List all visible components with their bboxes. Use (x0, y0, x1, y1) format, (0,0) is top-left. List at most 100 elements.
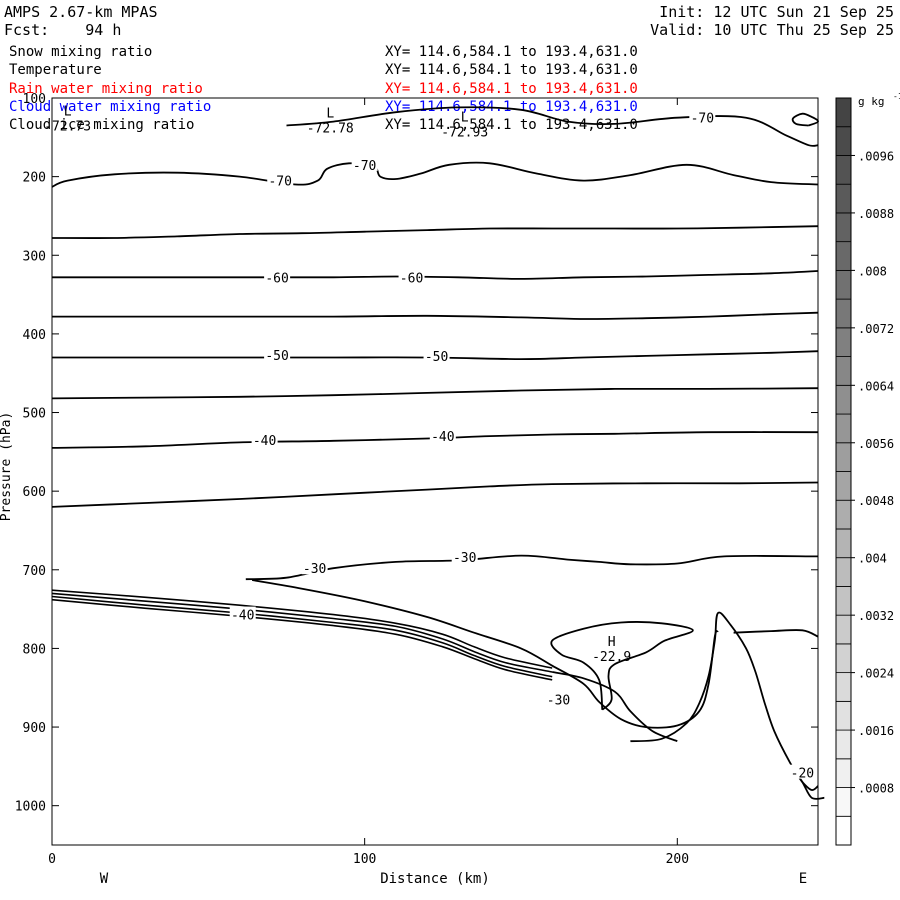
isotherm-line (52, 270, 819, 280)
colorbar-tick-label: .004 (858, 552, 887, 566)
colorbar-segment (835, 327, 852, 357)
contour-label: -70 (268, 175, 291, 190)
contour-label: -40 (431, 430, 454, 445)
field-name: Cloud water mixing ratio (9, 98, 212, 115)
colorbar-tick-label: .0064 (858, 379, 894, 393)
field-name: Cloud ice mixing ratio (9, 117, 195, 134)
terrain-contour-line (51, 592, 553, 673)
init-time: Init: 12 UTC Sun 21 Sep 25 (659, 3, 894, 21)
colorbar-segment (835, 758, 852, 788)
y-tick-label: 1000 (15, 800, 46, 815)
colorbar-tick-label: .0072 (858, 322, 894, 336)
colorbar-tick-label: .0096 (858, 149, 894, 163)
contour-label: -40 (231, 609, 254, 624)
colorbar-units: g kg (858, 95, 885, 108)
colorbar-tick-label: .0056 (858, 437, 894, 451)
y-tick-label: 100 (23, 92, 46, 107)
field-xy-range: XY= 114.6,584.1 to 193.4,631.0 (385, 44, 638, 60)
contour-label-bg (429, 428, 456, 443)
extremum-value: -22.9 (592, 650, 631, 665)
contour-label: -30 (547, 694, 570, 709)
contour-label-bg (264, 347, 291, 362)
colorbar-tick-label: .0048 (858, 494, 894, 508)
contour-label-bg (545, 691, 572, 706)
colorbar-segment (835, 126, 852, 156)
x-tick-label: 200 (666, 852, 689, 867)
colorbar-frame (835, 97, 852, 846)
field-name: Rain water mixing ratio (9, 80, 203, 97)
contour-label-bg (301, 560, 328, 575)
east-label: E (799, 871, 807, 887)
colorbar-tick-label: .0008 (858, 782, 894, 796)
colorbar-segment (835, 356, 852, 386)
isotherm-line (52, 350, 819, 361)
colorbar-segment (835, 729, 852, 760)
isotherm-line (552, 671, 678, 743)
y-tick-label: 500 (23, 407, 46, 422)
colorbar-segment (835, 787, 852, 817)
field-xy-range: XY= 114.6,584.1 to 193.4,631.0 (385, 80, 638, 97)
colorbar-segment (835, 586, 852, 616)
isotherm-line (733, 629, 819, 638)
contour-label: -20 (791, 767, 814, 782)
contour-label: -60 (400, 271, 423, 286)
colorbar-segment (835, 614, 852, 645)
isotherm-line (51, 387, 819, 400)
colorbar-segment (835, 97, 852, 128)
extremum-marker: L (64, 104, 72, 119)
colorbar-segment (835, 643, 852, 674)
colorbar-segment (835, 499, 852, 530)
extremum-marker: L (461, 111, 469, 126)
contour-label: -50 (265, 349, 288, 364)
x-tick-label: 100 (353, 852, 376, 867)
isotherm-line (251, 579, 719, 729)
colorbar-segment (835, 672, 852, 702)
x-tick-label: 0 (48, 852, 56, 867)
isotherm-line (286, 106, 819, 147)
isotherm-line (51, 481, 819, 508)
contour-label: -70 (691, 112, 714, 127)
west-label: W (100, 871, 109, 887)
terrain-contour-line (51, 589, 553, 669)
contour-label-bg (398, 269, 425, 284)
isotherm-line (51, 225, 819, 239)
colorbar-segment (835, 528, 852, 559)
contour-label-bg (267, 172, 294, 187)
colorbar-segment (835, 413, 852, 444)
y-tick-label: 400 (23, 328, 46, 343)
colorbar-segment (835, 700, 852, 731)
y-axis-label: Pressure (hPa) (0, 412, 14, 522)
contour-label: -40 (253, 434, 276, 449)
contour-label-bg (251, 432, 278, 447)
colorbar-tick-label: .0016 (858, 724, 894, 738)
isotherm-line (245, 554, 819, 581)
contour-label: -50 (425, 350, 448, 365)
field-name: Temperature (9, 62, 102, 79)
contour-label-bg (689, 109, 716, 124)
y-tick-label: 800 (23, 642, 46, 657)
colorbar-segment (835, 155, 852, 185)
colorbar-tick-label: .008 (858, 264, 887, 278)
extremum-marker: L (326, 107, 334, 122)
y-tick-label: 700 (23, 564, 46, 579)
y-tick-label: 200 (23, 171, 46, 186)
colorbar-segment (835, 557, 852, 587)
colorbar-segment (835, 183, 852, 214)
contour-label-bg (423, 347, 450, 362)
colorbar-tick-label: .0024 (858, 667, 894, 681)
field-xy-range: XY= 114.6,584.1 to 193.4,631.0 (385, 62, 638, 79)
contour-label-bg (264, 269, 291, 284)
isotherm-line (51, 311, 819, 320)
extremum-value: -72.78 (307, 122, 354, 137)
y-tick-label: 900 (23, 721, 46, 736)
isotherm-line (791, 112, 819, 127)
field-name: Snow mixing ratio (9, 44, 153, 60)
isotherm-line (51, 161, 819, 188)
contour-label-bg (229, 606, 256, 621)
colorbar-segment (835, 298, 852, 329)
terrain-contour-line (51, 595, 553, 678)
contour-label-bg (451, 549, 478, 564)
colorbar-segment (835, 815, 852, 846)
colorbar-segment (835, 269, 852, 300)
